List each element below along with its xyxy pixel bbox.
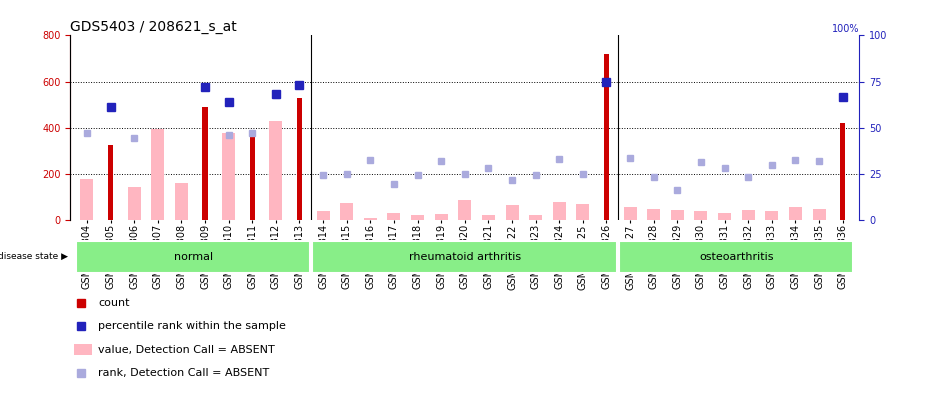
Bar xyxy=(604,54,609,220)
Bar xyxy=(765,211,778,220)
Bar xyxy=(812,209,825,220)
Bar xyxy=(742,210,755,220)
Bar xyxy=(388,213,400,220)
Text: count: count xyxy=(98,298,130,308)
Bar xyxy=(411,215,424,220)
Bar xyxy=(458,200,471,220)
Bar xyxy=(76,241,310,274)
Bar xyxy=(223,134,235,220)
Bar xyxy=(435,214,448,220)
Bar xyxy=(530,215,542,220)
Text: GDS5403 / 208621_s_at: GDS5403 / 208621_s_at xyxy=(70,20,238,34)
Text: osteoarthritis: osteoarthritis xyxy=(700,252,774,262)
Bar xyxy=(313,241,617,274)
Bar xyxy=(695,211,707,220)
Bar xyxy=(175,183,188,220)
Bar xyxy=(340,203,353,220)
Bar xyxy=(789,208,802,220)
Text: normal: normal xyxy=(174,252,213,262)
Bar xyxy=(316,211,330,220)
Bar xyxy=(128,187,141,220)
Bar xyxy=(505,205,518,220)
Bar xyxy=(250,137,254,220)
Bar xyxy=(623,208,637,220)
Bar xyxy=(718,213,731,220)
Bar xyxy=(647,209,660,220)
Text: value, Detection Call = ABSENT: value, Detection Call = ABSENT xyxy=(98,345,275,355)
Bar xyxy=(151,129,164,220)
Bar xyxy=(577,204,590,220)
Bar xyxy=(670,210,684,220)
Bar xyxy=(74,344,92,355)
Bar xyxy=(108,145,114,220)
Bar xyxy=(81,178,94,220)
Text: percentile rank within the sample: percentile rank within the sample xyxy=(98,321,285,331)
Bar xyxy=(363,218,377,220)
Text: rheumatoid arthritis: rheumatoid arthritis xyxy=(408,252,521,262)
Text: 100%: 100% xyxy=(832,24,859,33)
Bar xyxy=(620,241,854,274)
Bar xyxy=(203,107,208,220)
Bar xyxy=(840,123,845,220)
Text: rank, Detection Call = ABSENT: rank, Detection Call = ABSENT xyxy=(98,368,269,378)
Text: disease state ▶: disease state ▶ xyxy=(0,252,69,261)
Bar xyxy=(482,215,495,220)
Bar xyxy=(269,121,283,220)
Bar xyxy=(297,98,302,220)
Bar xyxy=(553,202,566,220)
